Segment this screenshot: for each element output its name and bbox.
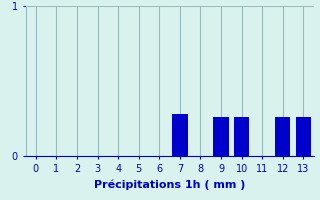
Bar (234, 117, 249, 156)
Bar (213, 117, 229, 156)
Bar (296, 117, 311, 156)
Bar (275, 117, 291, 156)
Bar (172, 114, 188, 156)
X-axis label: Précipitations 1h ( mm ): Précipitations 1h ( mm ) (94, 179, 245, 190)
